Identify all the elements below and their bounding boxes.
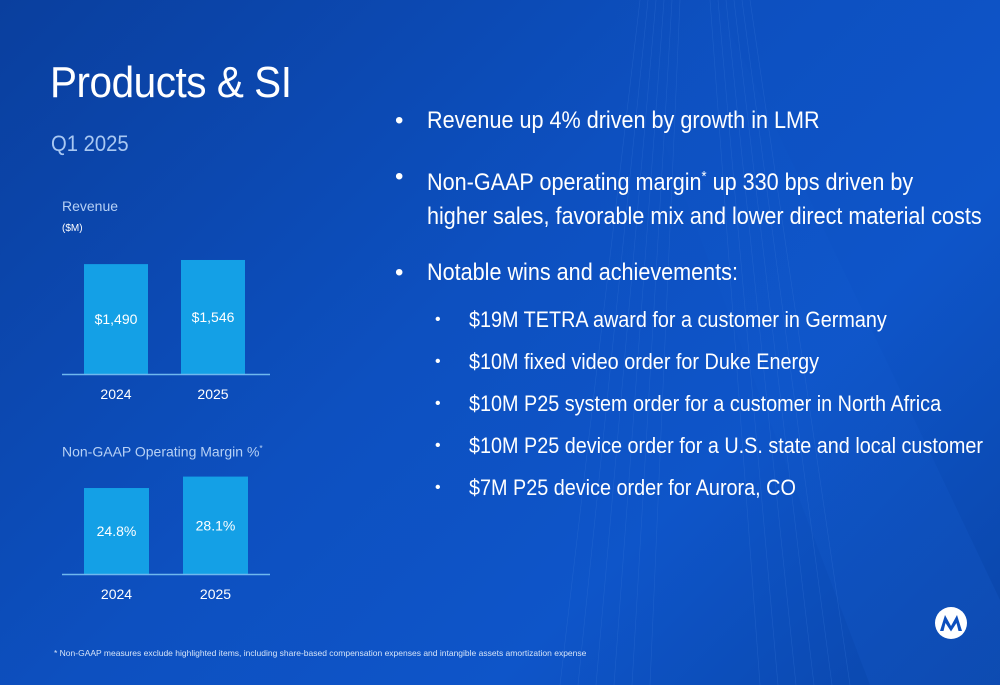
revenue-bar-2024 [84,264,148,374]
sub-bullet-text: $19M TETRA award for a customer in Germa… [469,307,887,332]
bullet-text-sup: * [701,169,707,185]
bullet-item: • Revenue up 4% driven by growth in LMR [395,104,995,138]
footnote: * Non-GAAP measures exclude highlighted … [54,648,587,658]
bullet-text-line2: higher sales, favorable mix and lower di… [427,203,982,230]
margin-value-label: 24.8% [97,523,137,539]
sub-bullet-item: • $10M P25 device order for a U.S. state… [395,430,995,462]
bullet-list: • Revenue up 4% driven by growth in LMR … [395,104,995,514]
margin-value-label: 28.1% [196,517,236,533]
sub-bullet-dot: • [435,437,441,454]
bullet-dot: • [395,259,404,286]
bullet-item: • Non-GAAP operating margin* up 330 bps … [395,160,995,234]
page-title: Products & SI [50,58,292,107]
revenue-category-label: 2025 [197,386,228,402]
margin-chart-title: Non-GAAP Operating Margin %* [62,443,263,460]
bullet-text: Revenue up 4% driven by growth in LMR [427,107,820,134]
page-subtitle: Q1 2025 [51,131,129,156]
sub-bullet-text: $10M fixed video order for Duke Energy [469,349,819,374]
sub-bullet-text: $10M P25 system order for a customer in … [469,391,942,416]
motorola-batwing-icon [935,607,967,639]
sub-bullet-text: $7M P25 device order for Aurora, CO [469,475,796,500]
sub-bullet-dot: • [435,311,441,328]
revenue-chart-title: Revenue [62,198,119,214]
bullet-dot: • [395,163,404,190]
bullet-text-part: up 330 bps driven by [706,169,914,196]
sub-bullet-item: • $10M fixed video order for Duke Energy [395,346,995,378]
revenue-category-label: 2024 [100,386,131,402]
margin-bar-2024 [84,488,149,574]
bullet-text: Notable wins and achievements: [427,259,738,286]
revenue-bar-2025 [181,259,245,374]
bullet-dot: • [395,107,404,134]
sub-bullet-dot: • [435,479,441,496]
margin-category-label: 2024 [101,586,132,602]
sub-bullet-dot: • [435,353,441,370]
margin-bar-2025 [183,476,248,574]
sub-bullet-item: • $10M P25 system order for a customer i… [395,388,995,420]
bullet-text-part: Non-GAAP operating margin [427,169,702,196]
revenue-chart-unit: ($M) [62,223,83,234]
sub-bullet-text: $10M P25 device order for a U.S. state a… [469,433,983,458]
sub-bullet-item: • $7M P25 device order for Aurora, CO [395,472,995,504]
bullet-item: • Notable wins and achievements: [395,256,995,290]
revenue-value-label: $1,490 [95,311,138,327]
margin-chart-title-text: Non-GAAP Operating Margin % [62,443,260,460]
sub-bullet-item: • $19M TETRA award for a customer in Ger… [395,304,995,336]
bullet-text: Non-GAAP operating margin* up 330 bps dr… [427,160,913,200]
margin-chart-title-sup: * [259,443,263,453]
sub-bullet-dot: • [435,395,441,412]
revenue-value-label: $1,546 [192,309,235,325]
margin-category-label: 2025 [200,586,231,602]
